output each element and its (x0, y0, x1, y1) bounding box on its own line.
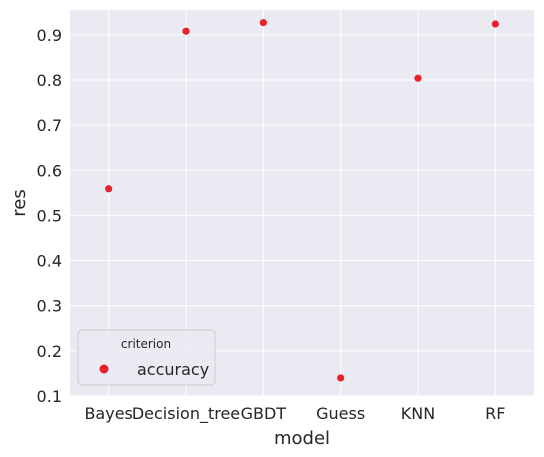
legend-title: criterion (121, 337, 171, 351)
y-tick-label: 0.8 (37, 71, 62, 90)
y-tick-labels: 0.1 0.2 0.3 0.4 0.5 0.6 0.7 0.8 0.9 (37, 26, 62, 406)
data-point (182, 27, 190, 35)
legend-box (77, 329, 216, 386)
y-tick-label: 0.2 (37, 342, 62, 361)
x-tick-label: GBDT (241, 404, 287, 423)
x-tick-label: KNN (401, 404, 435, 423)
legend: criterion accuracy (77, 329, 216, 386)
x-tick-label: Guess (316, 404, 365, 423)
legend-label: accuracy (137, 360, 209, 379)
y-tick-label: 0.4 (37, 252, 62, 271)
y-axis-title: res (9, 189, 30, 216)
data-point (414, 74, 422, 82)
y-tick-label: 0.6 (37, 161, 62, 180)
data-point (337, 374, 345, 382)
data-point (491, 20, 499, 28)
data-points (105, 19, 499, 382)
y-tick-label: 0.5 (37, 206, 62, 225)
y-tick-label: 0.7 (37, 116, 62, 135)
x-tick-label: Bayes (84, 404, 132, 423)
data-point (259, 19, 267, 27)
y-tick-label: 0.1 (37, 387, 62, 406)
x-tick-label: Decision_tree (132, 404, 240, 424)
legend-marker (99, 364, 109, 374)
data-point (105, 185, 113, 193)
x-axis-title: model (274, 428, 330, 449)
x-tick-label: RF (485, 404, 505, 423)
y-tick-label: 0.9 (37, 26, 62, 45)
y-tick-label: 0.3 (37, 297, 62, 316)
